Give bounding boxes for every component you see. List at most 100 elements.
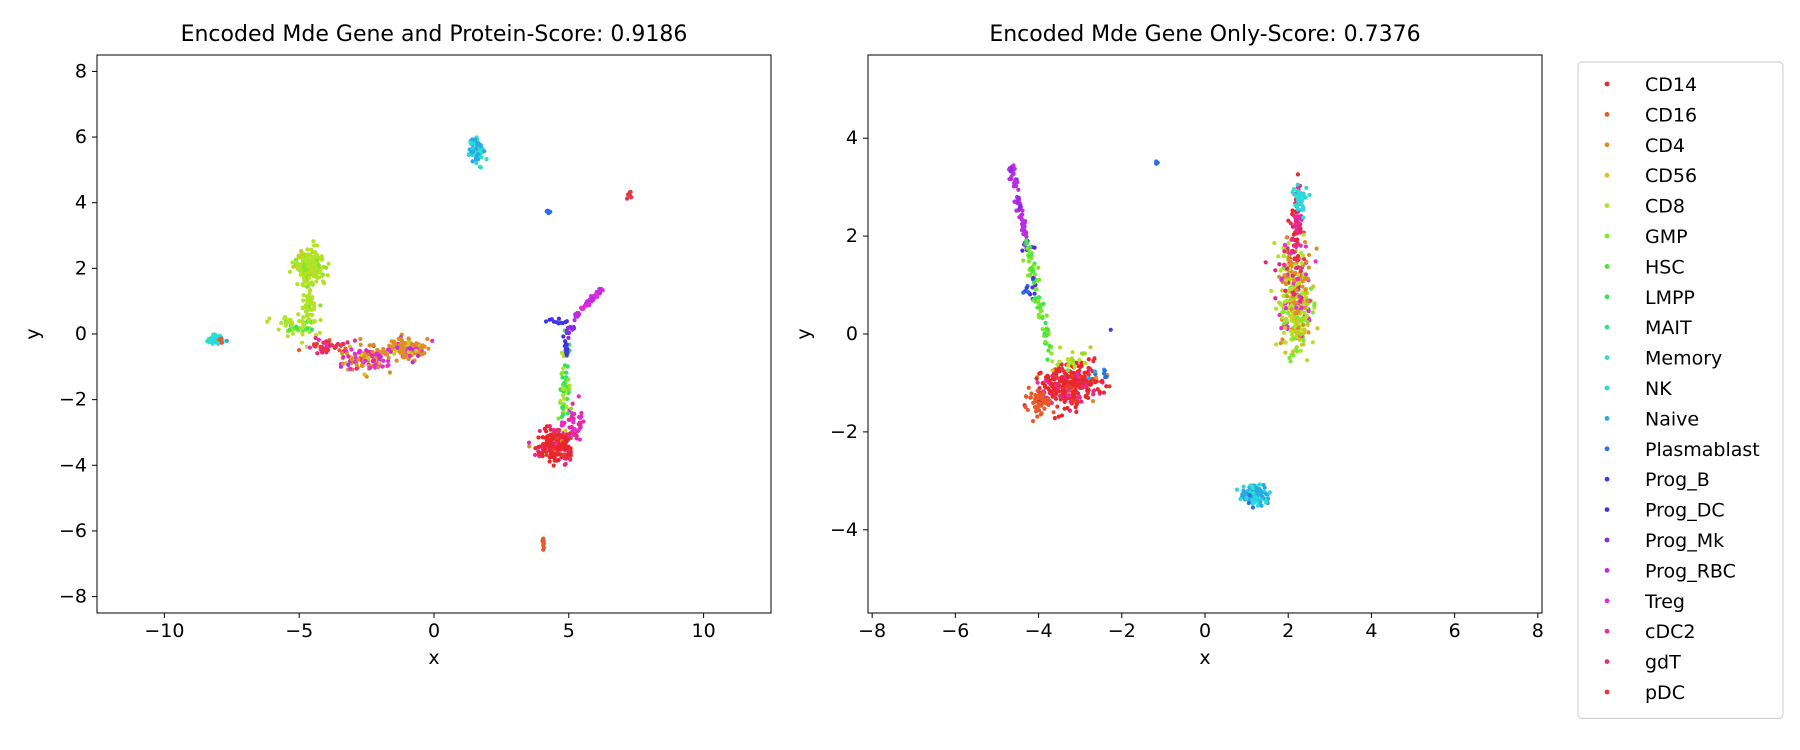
- data-point: [563, 461, 568, 467]
- data-point: [470, 137, 475, 142]
- data-point: [564, 342, 569, 347]
- data-point: [318, 303, 323, 308]
- y-axis-label: y: [22, 328, 44, 339]
- data-point: [1100, 378, 1105, 383]
- data-point: [1065, 374, 1071, 379]
- data-point: [368, 365, 373, 370]
- data-point: [1295, 254, 1301, 259]
- data-point: [1306, 330, 1311, 335]
- y-tick-label: 2: [846, 225, 858, 247]
- data-point: [1051, 386, 1056, 391]
- x-tick-label: −8: [858, 620, 886, 642]
- legend-label: LMPP: [1645, 287, 1695, 309]
- data-point: [1303, 244, 1308, 249]
- data-point: [1102, 368, 1107, 373]
- data-point: [1306, 265, 1311, 270]
- data-point: [279, 320, 284, 325]
- data-point: [309, 327, 314, 332]
- data-point: [1072, 392, 1077, 397]
- data-point: [540, 537, 546, 542]
- data-point: [1032, 245, 1037, 250]
- y-tick-label: 4: [75, 192, 87, 214]
- data-point: [574, 436, 579, 441]
- data-point: [1055, 404, 1060, 409]
- data-point: [300, 255, 305, 260]
- data-point: [425, 336, 430, 342]
- data-point: [413, 348, 419, 353]
- data-point: [1023, 404, 1028, 409]
- data-point: [385, 363, 390, 369]
- data-point: [568, 450, 573, 456]
- data-point: [1107, 384, 1112, 389]
- data-point: [291, 264, 296, 269]
- data-point: [337, 348, 342, 353]
- data-point: [577, 437, 582, 442]
- data-point: [572, 318, 577, 323]
- legend-label: Naive: [1645, 408, 1699, 430]
- data-point: [1306, 252, 1312, 258]
- data-point: [1024, 234, 1029, 239]
- data-point: [308, 259, 314, 264]
- data-point: [296, 253, 301, 258]
- data-point: [1287, 298, 1292, 303]
- plot-frame: [96, 54, 772, 614]
- legend-marker: [1604, 598, 1610, 604]
- data-point: [475, 157, 481, 162]
- data-point: [1300, 290, 1305, 295]
- data-point: [1284, 298, 1289, 303]
- data-point: [319, 274, 324, 279]
- data-point: [1276, 254, 1281, 259]
- legend-label: pDC: [1645, 682, 1685, 704]
- data-point: [1071, 398, 1076, 403]
- data-point: [1088, 345, 1093, 350]
- data-point: [564, 370, 569, 375]
- data-point: [420, 343, 425, 348]
- data-point: [1310, 340, 1315, 345]
- data-point: [1035, 305, 1040, 310]
- data-point: [1019, 217, 1024, 222]
- data-point: [1020, 208, 1025, 213]
- data-point: [536, 452, 542, 457]
- data-point: [1283, 350, 1288, 355]
- data-point: [1241, 484, 1246, 489]
- data-point: [1302, 305, 1307, 310]
- data-point: [1295, 276, 1300, 282]
- data-point: [1074, 402, 1079, 407]
- data-point: [1097, 389, 1102, 395]
- data-point: [1038, 370, 1043, 375]
- data-point: [314, 266, 319, 271]
- data-point: [551, 428, 556, 433]
- data-point: [422, 351, 427, 356]
- legend-entry: MAIT: [1604, 317, 1692, 339]
- data-point: [556, 416, 561, 421]
- data-point: [526, 440, 532, 445]
- data-point: [1104, 384, 1109, 389]
- data-point: [1288, 314, 1294, 319]
- data-point: [408, 346, 413, 351]
- data-point: [290, 331, 296, 336]
- y-tick-label: −2: [59, 389, 87, 411]
- plot-frame: [867, 54, 1543, 614]
- x-tick-label: 0: [1199, 620, 1211, 642]
- data-point: [579, 410, 584, 416]
- data-point: [557, 428, 562, 433]
- legend-entry: GMP: [1604, 226, 1688, 248]
- x-tick-label: −4: [1025, 620, 1053, 642]
- legend-entry: Prog_RBC: [1604, 560, 1736, 582]
- data-point: [1297, 294, 1302, 299]
- data-point: [267, 316, 272, 321]
- data-point: [1291, 316, 1297, 321]
- y-tick-label: −4: [830, 519, 858, 541]
- data-point: [1075, 371, 1080, 376]
- data-point: [568, 457, 573, 462]
- data-point: [1290, 208, 1295, 213]
- data-point: [1295, 188, 1300, 194]
- legend-label: Prog_B: [1645, 469, 1710, 491]
- legend-entry: Prog_Mk: [1604, 530, 1724, 552]
- data-point: [1251, 491, 1256, 496]
- data-point: [1049, 381, 1054, 386]
- data-point: [395, 345, 400, 350]
- legend-entry: cDC2: [1604, 621, 1695, 643]
- data-point: [1079, 399, 1084, 404]
- data-point: [1044, 332, 1049, 338]
